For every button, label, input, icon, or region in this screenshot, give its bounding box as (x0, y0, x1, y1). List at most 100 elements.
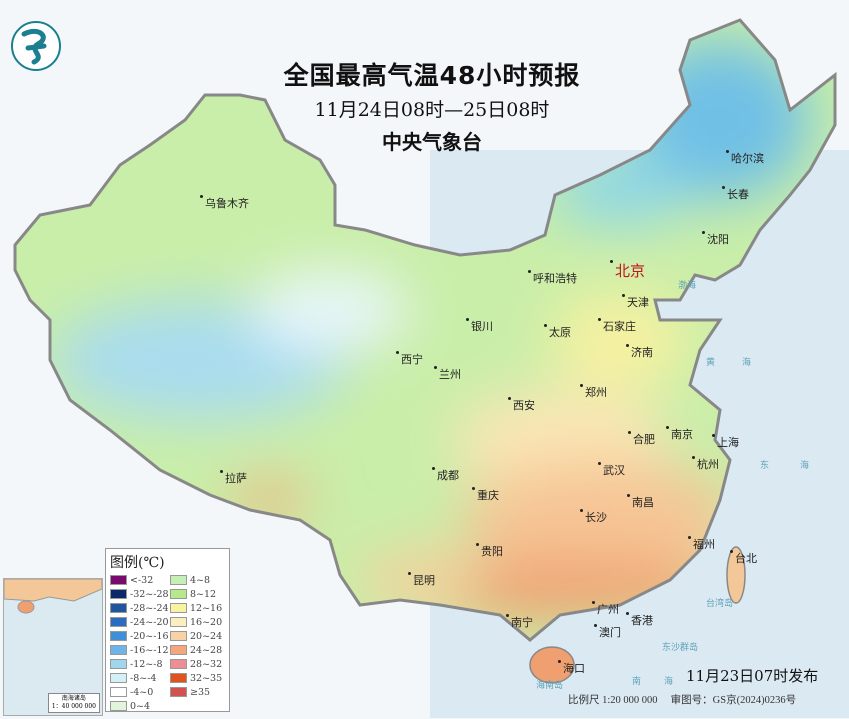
legend-label: 28~32 (190, 658, 223, 670)
city-label: 郑州 (580, 384, 607, 400)
city-label: 合肥 (628, 431, 655, 447)
city-label: 石家庄 (598, 318, 636, 334)
sea-label: 黄 (706, 358, 716, 368)
legend-swatch (110, 659, 127, 669)
legend-label: 12~16 (190, 602, 223, 614)
city-label: 拉萨 (220, 470, 247, 486)
city-label: 沈阳 (702, 231, 729, 247)
legend-swatch (170, 575, 187, 585)
city-label: 长春 (722, 186, 749, 202)
legend-label: ≥35 (190, 686, 211, 698)
city-label: 南京 (666, 426, 693, 442)
legend-swatch (110, 603, 127, 613)
city-label: 呼和浩特 (528, 270, 577, 286)
city-label: 南昌 (627, 494, 654, 510)
legend-swatch (170, 687, 187, 697)
sea-label: 南 (632, 677, 642, 687)
city-label: 澳门 (594, 624, 621, 640)
sea-label: 渤海 (678, 281, 697, 291)
legend-swatch (110, 575, 127, 585)
city-label: 杭州 (692, 456, 719, 472)
legend-swatch (110, 617, 127, 627)
legend-item: -16~-12 (110, 643, 170, 657)
forecast-period: 11月24日08时—25日08时 (314, 99, 550, 121)
review-number: 审图号：GS京(2024)0236号 (670, 695, 797, 706)
sea-label: 海 (664, 677, 674, 687)
legend-item: ≥35 (170, 685, 225, 699)
legend-item: 4~8 (170, 573, 225, 587)
city-label: 长沙 (580, 509, 607, 525)
city-label: 西宁 (396, 351, 423, 367)
city-label: 成都 (432, 467, 459, 483)
legend-label: 8~12 (190, 588, 217, 600)
legend-label: 0~4 (130, 700, 151, 712)
city-label: 重庆 (472, 487, 499, 503)
legend-swatch (110, 645, 127, 655)
map-title: 全国最高气温48小时预报 (283, 61, 581, 90)
city-label: 上海 (712, 434, 739, 450)
issuer: 中央气象台 (382, 130, 482, 154)
city-label: 西安 (508, 397, 535, 413)
inset-map (3, 578, 103, 614)
city-label: 兰州 (434, 366, 461, 382)
legend-label: -16~-12 (130, 644, 169, 656)
sea-label: 东沙群岛 (662, 643, 699, 653)
legend-item: 0~4 (110, 699, 170, 713)
legend-item: <-32 (110, 573, 170, 587)
city-label: 昆明 (408, 572, 435, 588)
legend-item: 28~32 (170, 657, 225, 671)
legend-swatch (170, 617, 187, 627)
legend-label: 4~8 (190, 574, 211, 586)
city-label: 海口 (558, 660, 585, 676)
legend-item: 32~35 (170, 671, 225, 685)
legend-item: 8~12 (170, 587, 225, 601)
issue-time: 11月23日07时发布 (686, 667, 819, 685)
legend-swatch (170, 673, 187, 683)
legend-item: -4~0 (110, 685, 170, 699)
legend-label: 24~28 (190, 644, 223, 656)
city-label: 武汉 (598, 462, 625, 478)
legend-swatch (170, 659, 187, 669)
legend-label: -8~-4 (130, 672, 157, 684)
city-label: 台北 (730, 550, 757, 566)
legend-item: -28~-24 (110, 601, 170, 615)
legend-swatch (110, 687, 127, 697)
scale-and-review: 比例尺 1:20 000 000 审图号：GS京(2024)0236号 (568, 692, 796, 707)
legend-label: -24~-20 (130, 616, 169, 628)
city-label: 济南 (626, 344, 653, 360)
legend-swatch (170, 589, 187, 599)
legend-label: -32~-28 (130, 588, 169, 600)
legend-label: -12~-8 (130, 658, 163, 670)
capital-label: 北京 (610, 260, 645, 281)
legend-item: 16~20 (170, 615, 225, 629)
legend-label: 32~35 (190, 672, 223, 684)
sea-label: 海南岛 (536, 681, 564, 691)
legend-label: -28~-24 (130, 602, 169, 614)
city-label: 福州 (688, 536, 715, 552)
legend-swatch (110, 589, 127, 599)
sea-label: 海 (800, 461, 810, 471)
city-label: 哈尔滨 (726, 150, 764, 166)
legend-title: 图例(℃) (110, 555, 165, 571)
legend-item: 20~24 (170, 629, 225, 643)
sea-label: 台湾岛 (706, 599, 734, 609)
legend-label: <-32 (130, 574, 154, 586)
legend-item: -32~-28 (110, 587, 170, 601)
legend-label: -4~0 (130, 686, 154, 698)
city-label: 广州 (592, 601, 619, 617)
legend-item: 24~28 (170, 643, 225, 657)
legend-label: 20~24 (190, 630, 223, 642)
legend-swatch (110, 673, 127, 683)
city-label: 天津 (622, 294, 649, 310)
city-label: 贵阳 (476, 543, 503, 559)
sea-label: 海 (742, 358, 752, 368)
legend-item: -20~-16 (110, 629, 170, 643)
city-label: 银川 (466, 318, 493, 334)
legend-items: <-32 -32~-28 -28~-24 -24~-20 -20~-16 -16~-12 -… (110, 573, 225, 713)
inset-label: 南海诸岛 1：40 000 000 (47, 693, 100, 713)
cma-logo-icon (11, 21, 61, 71)
legend-label: -20~-16 (130, 630, 169, 642)
inset-name: 南海诸岛 (61, 695, 86, 702)
legend-swatch (170, 645, 187, 655)
